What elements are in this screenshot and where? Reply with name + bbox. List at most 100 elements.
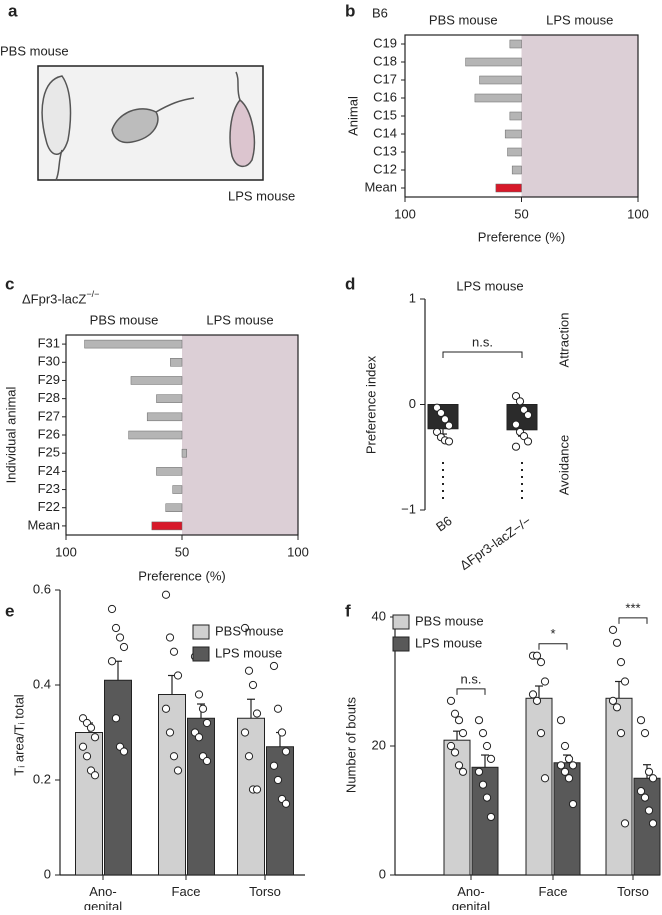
panel-letter: a bbox=[8, 1, 18, 20]
x-tick-label: Face bbox=[172, 884, 201, 899]
bar bbox=[170, 358, 183, 367]
data-point bbox=[523, 410, 533, 420]
y-axis-label: Number of bouts bbox=[343, 696, 358, 793]
bar bbox=[187, 717, 215, 876]
data-point bbox=[86, 723, 96, 732]
data-point bbox=[568, 799, 578, 809]
data-point bbox=[115, 633, 125, 642]
x-tick-label: Face bbox=[539, 884, 568, 899]
y-axis-label: Animal bbox=[345, 96, 360, 136]
data-point bbox=[90, 771, 100, 780]
side-label: PBS mouse bbox=[429, 12, 498, 27]
data-point bbox=[161, 590, 171, 599]
panel-letter: e bbox=[5, 601, 14, 620]
x-tick-label: 100 bbox=[287, 544, 309, 559]
category-label: C13 bbox=[373, 143, 397, 158]
pbs-mouse-drawing bbox=[41, 75, 72, 155]
y-tick-label: 40 bbox=[372, 608, 386, 623]
data-point bbox=[636, 787, 646, 796]
significance-label: *** bbox=[625, 600, 640, 615]
data-point bbox=[252, 709, 262, 718]
data-point bbox=[519, 432, 529, 441]
data-point bbox=[111, 714, 121, 723]
bar bbox=[151, 521, 183, 531]
data-point bbox=[458, 767, 468, 776]
y-tick-label: 0.2 bbox=[33, 771, 51, 786]
category-label: Mean bbox=[364, 179, 397, 194]
data-point bbox=[486, 754, 496, 764]
data-point bbox=[616, 729, 626, 738]
bar bbox=[509, 39, 522, 49]
data-point bbox=[536, 729, 546, 738]
side-label: Avoidance bbox=[556, 435, 571, 495]
x-tick-label: Ano-genital bbox=[452, 884, 490, 910]
bar bbox=[172, 485, 183, 494]
lps-mouse-drawing bbox=[229, 98, 256, 168]
y-axis-label: Individual animal bbox=[3, 386, 18, 483]
data-point bbox=[277, 728, 287, 737]
bar bbox=[146, 412, 183, 422]
bar bbox=[130, 376, 183, 385]
data-point bbox=[169, 647, 179, 656]
significance-bracket bbox=[442, 351, 523, 358]
data-point bbox=[273, 775, 283, 785]
lps-region bbox=[521, 35, 638, 197]
data-point bbox=[560, 767, 570, 776]
data-point bbox=[194, 733, 204, 742]
category-label: C16 bbox=[373, 89, 397, 104]
bar bbox=[181, 448, 187, 458]
x-tick-label: Torso bbox=[249, 884, 281, 899]
data-point bbox=[556, 716, 566, 725]
category-label: F25 bbox=[38, 445, 60, 460]
data-point bbox=[478, 780, 488, 789]
data-point bbox=[608, 696, 618, 705]
panel-letter: c bbox=[5, 274, 14, 293]
data-point bbox=[119, 747, 129, 756]
data-point bbox=[644, 806, 654, 815]
category-label: F26 bbox=[38, 426, 60, 441]
bar bbox=[156, 467, 183, 476]
y-tick-label: −1 bbox=[401, 501, 416, 516]
bar bbox=[511, 165, 522, 175]
significance-label: n.s. bbox=[461, 671, 482, 686]
bar bbox=[237, 717, 265, 876]
data-point bbox=[173, 766, 183, 775]
data-point bbox=[640, 793, 650, 802]
data-point bbox=[444, 421, 454, 430]
data-point bbox=[173, 671, 183, 680]
data-point bbox=[111, 623, 121, 633]
data-point bbox=[450, 709, 460, 718]
y-axis-label: Preference index bbox=[363, 355, 378, 454]
data-point bbox=[511, 420, 521, 429]
data-point bbox=[450, 748, 460, 757]
category-label: F28 bbox=[38, 390, 60, 405]
y-tick-label: 0.4 bbox=[33, 676, 51, 691]
data-point bbox=[244, 752, 254, 761]
category-label: C15 bbox=[373, 107, 397, 122]
significance-label: * bbox=[550, 626, 555, 641]
tail bbox=[235, 71, 241, 101]
category-label: F29 bbox=[38, 372, 60, 387]
x-tick-label: B6 bbox=[433, 513, 455, 534]
data-point bbox=[532, 696, 542, 705]
data-point bbox=[240, 623, 250, 633]
data-point bbox=[474, 716, 484, 725]
category-label: F22 bbox=[38, 499, 60, 514]
data-point bbox=[165, 633, 175, 642]
data-point bbox=[519, 405, 529, 414]
data-point bbox=[107, 657, 117, 666]
side-label: PBS mouse bbox=[90, 312, 159, 327]
side-label: Attraction bbox=[556, 313, 571, 368]
data-point bbox=[454, 761, 464, 770]
bar bbox=[165, 503, 183, 512]
category-label: Mean bbox=[27, 517, 60, 532]
data-point bbox=[648, 819, 658, 828]
bar bbox=[128, 430, 183, 440]
data-point bbox=[458, 729, 468, 738]
legend-swatch bbox=[392, 614, 410, 630]
data-point bbox=[169, 752, 179, 761]
data-point bbox=[252, 785, 262, 794]
y-tick-label: 0.6 bbox=[33, 581, 51, 596]
subtitle: ΔFpr3-lacZ−/− bbox=[22, 289, 99, 306]
data-point bbox=[612, 638, 622, 647]
